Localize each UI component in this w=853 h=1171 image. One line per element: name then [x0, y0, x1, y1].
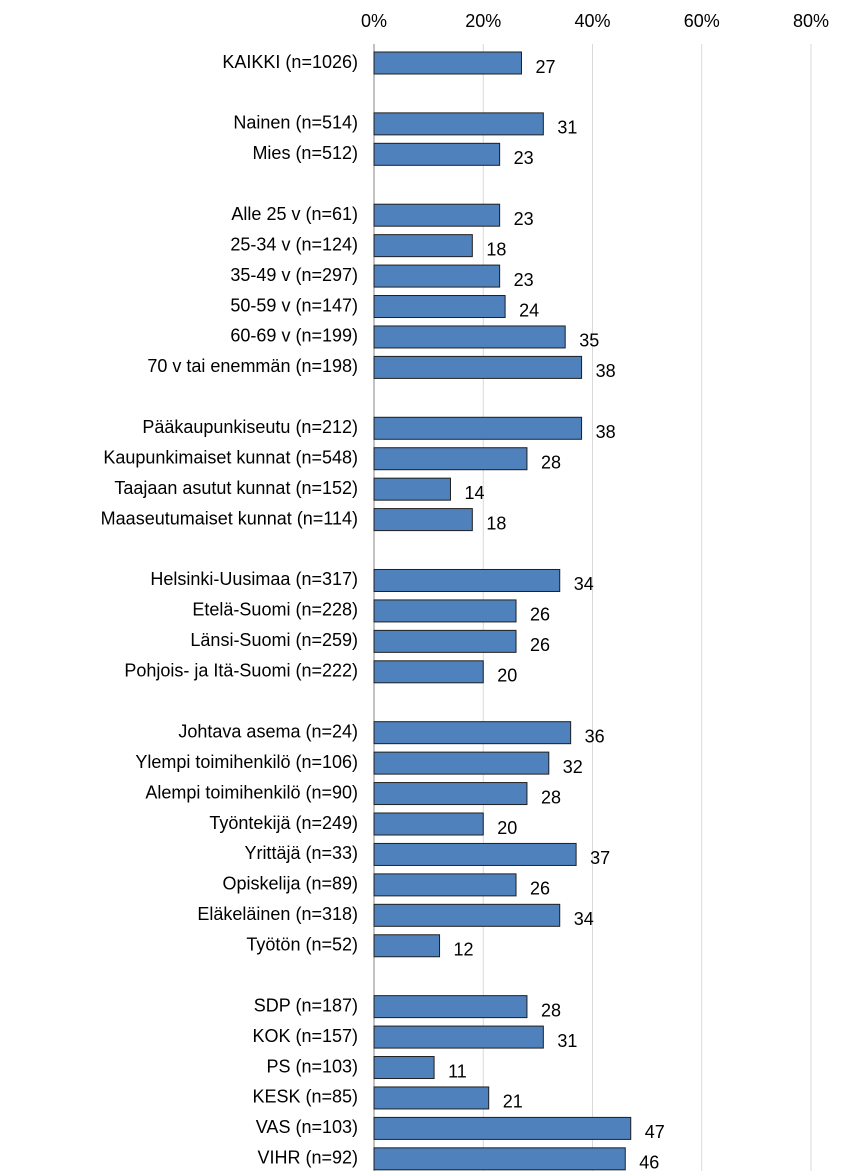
data-label: 47 — [645, 1122, 665, 1142]
bar — [373, 1025, 544, 1049]
bar — [373, 295, 506, 319]
y-tick-label: Ylempi toimihenkilö (n=106) — [135, 752, 358, 772]
bar — [373, 325, 566, 349]
x-tick-label: 40% — [574, 11, 610, 31]
y-tick-label: KESK (n=85) — [252, 1087, 358, 1107]
y-tick-label: Pohjois- ja Itä-Suomi (n=222) — [124, 661, 358, 681]
x-tick-label: 60% — [684, 11, 720, 31]
bar — [373, 842, 577, 866]
data-label: 24 — [519, 300, 539, 320]
data-label: 23 — [514, 209, 534, 229]
bar — [373, 751, 550, 775]
data-label: 32 — [563, 757, 583, 777]
bar — [373, 782, 528, 806]
y-tick-label: 50-59 v (n=147) — [230, 295, 358, 315]
bar — [373, 1086, 490, 1110]
data-label: 20 — [497, 666, 517, 686]
bar — [373, 721, 572, 745]
data-label: 18 — [486, 513, 506, 533]
y-tick-label: SDP (n=187) — [254, 995, 358, 1015]
bar — [373, 477, 451, 501]
y-tick-label: Kaupunkimaiset kunnat (n=548) — [103, 447, 358, 467]
bar — [373, 1147, 626, 1171]
y-tick-label: Yrittäjä (n=33) — [244, 843, 358, 863]
y-tick-label: 70 v tai enemmän (n=198) — [147, 356, 358, 376]
data-label: 37 — [590, 848, 610, 868]
bar — [373, 264, 501, 288]
data-label: 28 — [541, 787, 561, 807]
data-label: 12 — [454, 940, 474, 960]
bar — [373, 112, 544, 136]
data-label: 34 — [574, 574, 594, 594]
y-tick-label: Maaseutumaiset kunnat (n=114) — [101, 508, 358, 528]
data-label: 35 — [579, 331, 599, 351]
bar — [373, 873, 517, 897]
y-tick-label: Alle 25 v (n=61) — [231, 204, 358, 224]
y-tick-label: PS (n=103) — [266, 1056, 358, 1076]
bar — [373, 1116, 632, 1140]
bar — [373, 934, 441, 958]
bar — [373, 234, 473, 258]
bar — [373, 568, 561, 592]
data-label: 34 — [574, 909, 594, 929]
x-tick-label: 20% — [465, 11, 501, 31]
data-label: 23 — [514, 270, 534, 290]
data-label: 28 — [541, 452, 561, 472]
y-tick-label: Työtön (n=52) — [246, 935, 358, 955]
bar — [373, 660, 484, 684]
y-tick-label: VIHR (n=92) — [257, 1148, 358, 1168]
data-label: 14 — [464, 483, 484, 503]
bar — [373, 599, 517, 623]
data-label: 28 — [541, 1000, 561, 1020]
y-tick-label: Helsinki-Uusimaa (n=317) — [150, 569, 358, 589]
data-label: 21 — [503, 1092, 523, 1112]
y-tick-label: Länsi-Suomi (n=259) — [190, 630, 358, 650]
y-tick-label: Pääkaupunkiseutu (n=212) — [142, 417, 358, 437]
y-tick-label: Opiskelija (n=89) — [222, 874, 358, 894]
bar — [373, 995, 528, 1019]
y-tick-label: KAIKKI (n=1026) — [222, 52, 358, 72]
y-tick-label: Etelä-Suomi (n=228) — [192, 600, 358, 620]
x-tick-label: 0% — [361, 11, 387, 31]
y-tick-label: Eläkeläinen (n=318) — [197, 904, 358, 924]
bar — [373, 203, 501, 227]
data-label: 36 — [585, 726, 605, 746]
data-label: 31 — [557, 1031, 577, 1051]
y-tick-label: VAS (n=103) — [256, 1117, 358, 1137]
bar — [373, 355, 583, 379]
bar — [373, 812, 484, 836]
data-label: 38 — [596, 422, 616, 442]
bar — [373, 51, 522, 75]
y-tick-label: Mies (n=512) — [252, 143, 358, 163]
bar — [373, 447, 528, 471]
bar — [373, 629, 517, 653]
bar — [373, 903, 561, 927]
data-label: 31 — [557, 118, 577, 138]
y-tick-label: KOK (n=157) — [252, 1026, 358, 1046]
data-label: 18 — [486, 239, 506, 259]
data-label: 23 — [514, 148, 534, 168]
bar — [373, 142, 501, 166]
y-tick-label: Nainen (n=514) — [233, 113, 358, 133]
y-tick-label: Alempi toimihenkilö (n=90) — [145, 782, 358, 802]
bar — [373, 416, 583, 440]
data-label: 46 — [639, 1153, 659, 1171]
data-label: 20 — [497, 818, 517, 838]
y-tick-label: Johtava asema (n=24) — [178, 721, 358, 741]
bar — [373, 1056, 435, 1080]
y-tick-label: 35-49 v (n=297) — [230, 265, 358, 285]
bar — [373, 508, 473, 532]
data-label: 27 — [535, 57, 555, 77]
y-tick-label: 60-69 v (n=199) — [230, 326, 358, 346]
data-label: 26 — [530, 879, 550, 899]
y-tick-label: Työntekijä (n=249) — [209, 813, 358, 833]
data-label: 38 — [596, 361, 616, 381]
data-label: 26 — [530, 635, 550, 655]
x-tick-label: 80% — [793, 11, 829, 31]
y-tick-label: 25-34 v (n=124) — [230, 234, 358, 254]
data-label: 11 — [448, 1061, 467, 1081]
data-label: 26 — [530, 605, 550, 625]
y-tick-label: Taajaan asutut kunnat (n=152) — [114, 478, 358, 498]
